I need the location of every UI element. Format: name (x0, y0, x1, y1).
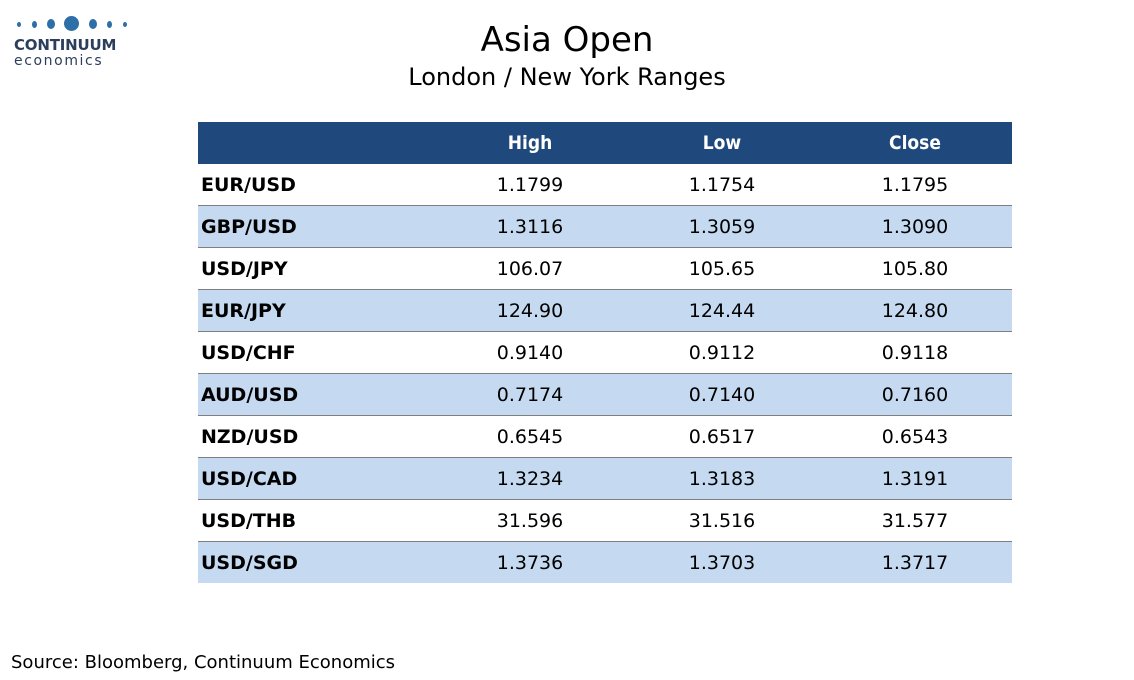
high-cell: 0.6545 (434, 415, 626, 458)
continuum-logo: CONTINUUM economics (14, 14, 134, 69)
high-cell: 1.3116 (434, 205, 626, 248)
high-cell: 1.3736 (434, 541, 626, 583)
pair-cell: EUR/JPY (198, 289, 434, 332)
high-cell: 1.3234 (434, 457, 626, 500)
header-close: Close (818, 122, 1012, 164)
table-row: USD/CHF 0.9140 0.9112 0.9118 (198, 331, 1012, 374)
low-cell: 0.7140 (626, 373, 818, 416)
low-cell: 0.6517 (626, 415, 818, 458)
table-row: USD/CAD 1.3234 1.3183 1.3191 (198, 457, 1012, 500)
table-row: NZD/USD 0.6545 0.6517 0.6543 (198, 415, 1012, 458)
pair-cell: USD/JPY (198, 247, 434, 290)
close-cell: 1.1795 (818, 164, 1012, 206)
source-note: Source: Bloomberg, Continuum Economics (11, 652, 396, 673)
close-cell: 105.80 (818, 247, 1012, 290)
table-row: EUR/USD 1.1799 1.1754 1.1795 (198, 164, 1012, 206)
table-row: EUR/JPY 124.90 124.44 124.80 (198, 289, 1012, 332)
header-high: High (434, 122, 626, 164)
low-cell: 1.3059 (626, 205, 818, 248)
fx-ranges-table: High Low Close EUR/USD 1.1799 1.1754 1.1795… (198, 122, 1012, 583)
low-cell: 0.9112 (626, 331, 818, 374)
table-row: USD/JPY 106.07 105.65 105.80 (198, 247, 1012, 290)
page-subtitle: London / New York Ranges (408, 63, 726, 91)
close-cell: 124.80 (818, 289, 1012, 332)
table-row: GBP/USD 1.3116 1.3059 1.3090 (198, 205, 1012, 248)
low-cell: 31.516 (626, 499, 818, 542)
low-cell: 1.3183 (626, 457, 818, 500)
pair-cell: USD/THB (198, 499, 434, 542)
table-row: AUD/USD 0.7174 0.7140 0.7160 (198, 373, 1012, 416)
pair-cell: USD/SGD (198, 541, 434, 583)
high-cell: 124.90 (434, 289, 626, 332)
pair-cell: USD/CHF (198, 331, 434, 374)
low-cell: 1.1754 (626, 164, 818, 206)
pair-cell: EUR/USD (198, 164, 434, 206)
close-cell: 1.3090 (818, 205, 1012, 248)
low-cell: 105.65 (626, 247, 818, 290)
table-row: USD/SGD 1.3736 1.3703 1.3717 (198, 541, 1012, 583)
logo-subtitle: economics (14, 53, 104, 69)
high-cell: 1.1799 (434, 164, 626, 206)
low-cell: 1.3703 (626, 541, 818, 583)
table-header-row: High Low Close (198, 122, 1012, 164)
table-row: USD/THB 31.596 31.516 31.577 (198, 499, 1012, 542)
header-low: Low (626, 122, 818, 164)
close-cell: 1.3191 (818, 457, 1012, 500)
close-cell: 31.577 (818, 499, 1012, 542)
pair-cell: USD/CAD (198, 457, 434, 500)
high-cell: 0.9140 (434, 331, 626, 374)
high-cell: 0.7174 (434, 373, 626, 416)
close-cell: 0.9118 (818, 331, 1012, 374)
high-cell: 106.07 (434, 247, 626, 290)
high-cell: 31.596 (434, 499, 626, 542)
header-pair (198, 122, 434, 164)
pair-cell: NZD/USD (198, 415, 434, 458)
close-cell: 0.7160 (818, 373, 1012, 416)
logo-dots-icon (14, 14, 130, 34)
pair-cell: GBP/USD (198, 205, 434, 248)
close-cell: 1.3717 (818, 541, 1012, 583)
low-cell: 124.44 (626, 289, 818, 332)
page-title: Asia Open (480, 20, 654, 60)
pair-cell: AUD/USD (198, 373, 434, 416)
close-cell: 0.6543 (818, 415, 1012, 458)
logo-name: CONTINUUM (14, 36, 117, 54)
